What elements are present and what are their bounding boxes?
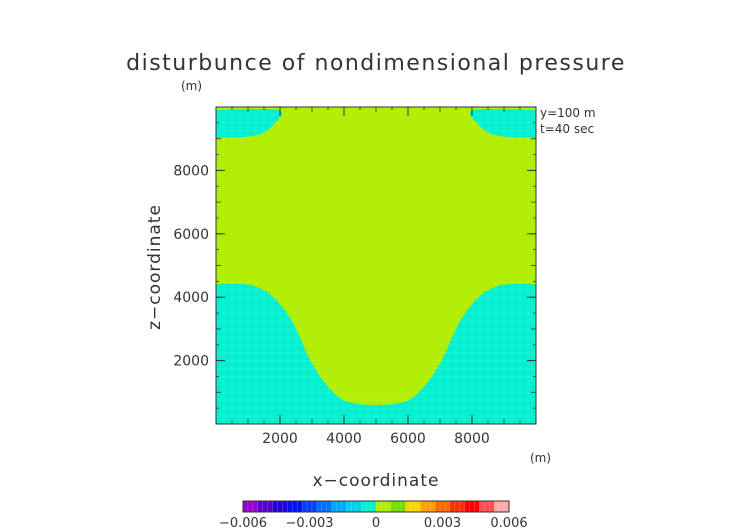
colorbar-swatch xyxy=(464,501,480,512)
x-tick-label: 6000 xyxy=(390,431,426,447)
chart-title: disturbunce of nondimensional pressure xyxy=(126,51,626,76)
x-axis-unit: (m) xyxy=(530,451,551,465)
minor-ticks xyxy=(216,107,536,424)
colorbar xyxy=(242,500,510,513)
x-tick-label: 2000 xyxy=(262,431,298,447)
y-tick-label: 8000 xyxy=(173,163,209,179)
x-axis-label: x−coordinate xyxy=(313,471,440,491)
colorbar-swatch xyxy=(272,501,288,512)
colorbar-tick-label: −0.003 xyxy=(285,516,333,531)
colorbar-swatch xyxy=(494,501,510,512)
colorbar-swatch xyxy=(435,501,451,512)
colorbar-swatch xyxy=(405,501,421,512)
region-negative-lower xyxy=(216,283,536,424)
y-tick-label: 4000 xyxy=(173,290,209,306)
colorbar-frame xyxy=(242,500,510,513)
annotation-y: y=100 m xyxy=(540,106,596,120)
x-tick-label: 8000 xyxy=(454,431,490,447)
grid-lines xyxy=(216,107,536,424)
colorbar-swatch xyxy=(376,501,392,512)
colorbar-tick-label: 0.006 xyxy=(490,516,527,531)
colorbar-tick-label: 0.003 xyxy=(424,516,461,531)
colorbar-swatch xyxy=(302,501,318,512)
y-axis-ticks: 2000 4000 6000 8000 xyxy=(173,163,209,369)
region-negative-top-left xyxy=(216,107,283,138)
colorbar-tick-label: −0.006 xyxy=(219,516,267,531)
annotation-time: t=40 sec xyxy=(540,122,594,136)
colorbar-swatch xyxy=(390,501,406,512)
y-axis-label: z−coordinate xyxy=(145,204,165,330)
colorbar-swatch xyxy=(420,501,436,512)
colorbar-swatch xyxy=(361,501,377,512)
colorbar-swatch xyxy=(346,501,362,512)
colorbar-swatch xyxy=(243,501,259,512)
title-unit: (m) xyxy=(181,79,202,93)
plot-area xyxy=(215,106,537,425)
y-tick-label: 6000 xyxy=(173,227,209,243)
colorbar-tick-label: 0 xyxy=(372,516,380,531)
colorbar-swatch xyxy=(449,501,465,512)
colorbar-ticks: −0.006 −0.003 0 0.003 0.006 xyxy=(219,516,528,531)
x-axis-ticks: 2000 4000 6000 8000 xyxy=(262,431,490,447)
colorbar-swatch xyxy=(287,501,303,512)
colorbar-swatch xyxy=(257,501,273,512)
y-tick-label: 2000 xyxy=(173,354,209,370)
colorbar-swatch xyxy=(316,501,332,512)
region-negative-top-right xyxy=(469,107,536,138)
colorbar-grid xyxy=(247,501,505,512)
colorbar-swatch xyxy=(479,501,495,512)
colorbar-swatch xyxy=(331,501,347,512)
x-tick-label: 4000 xyxy=(326,431,362,447)
